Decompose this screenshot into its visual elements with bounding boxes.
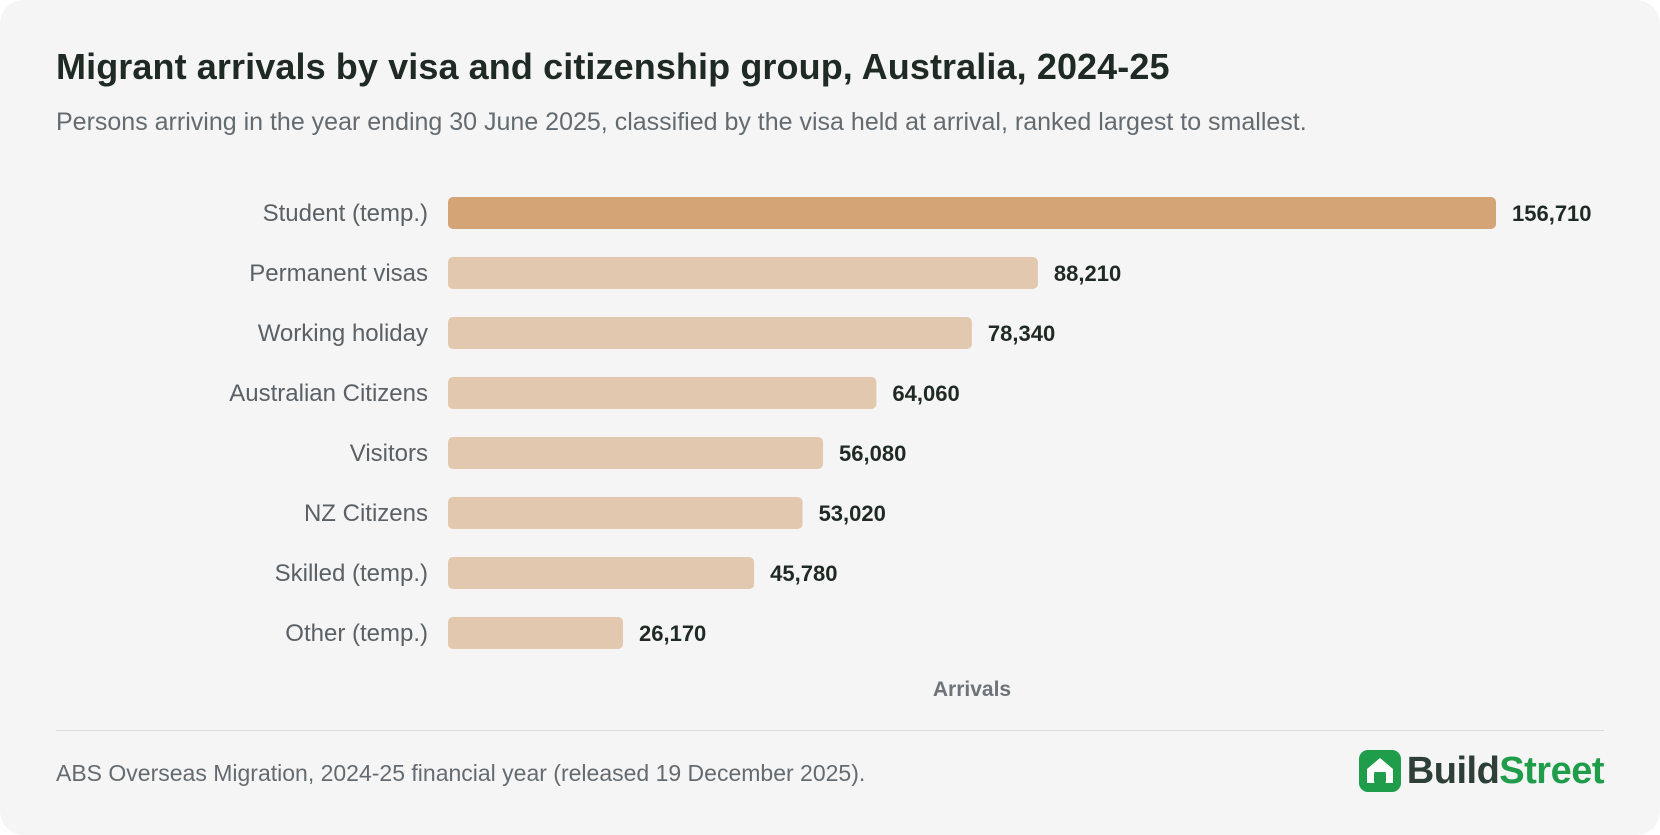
category-label: Working holiday xyxy=(258,320,428,347)
category-label: Permanent visas xyxy=(249,260,428,287)
bar xyxy=(448,437,824,469)
value-label: 45,780 xyxy=(770,561,837,586)
logo-text-street: Street xyxy=(1499,750,1604,792)
chart-subtitle: Persons arriving in the year ending 30 J… xyxy=(56,108,1307,136)
logo-text-build: Build xyxy=(1406,750,1500,792)
value-label: 156,710 xyxy=(1512,201,1592,226)
bar-chart: Student (temp.) 156,710 Permanent visas 88,… xyxy=(229,197,1592,701)
bar xyxy=(448,257,1038,289)
category-label: Student (temp.) xyxy=(263,200,428,227)
category-label: Skilled (temp.) xyxy=(275,560,428,587)
value-label: 64,060 xyxy=(892,381,959,406)
x-axis-label: Arrivals xyxy=(933,678,1011,701)
value-label: 88,210 xyxy=(1054,261,1121,286)
chart-title: Migrant arrivals by visa and citizenship… xyxy=(56,46,1170,87)
house-icon xyxy=(1358,750,1401,792)
category-label: NZ Citizens xyxy=(304,500,428,527)
buildstreet-logo: BuildStreet xyxy=(1358,750,1604,792)
footer-divider xyxy=(56,730,1604,731)
value-label: 78,340 xyxy=(988,321,1055,346)
bar xyxy=(448,557,755,589)
bar xyxy=(448,377,877,409)
bar xyxy=(448,497,803,529)
category-label: Australian Citizens xyxy=(229,380,428,407)
bar xyxy=(448,197,1496,229)
value-label: 26,170 xyxy=(639,621,706,646)
category-label: Visitors xyxy=(350,440,428,467)
bar xyxy=(448,617,624,649)
source-note: ABS Overseas Migration, 2024-25 financia… xyxy=(56,760,866,786)
category-label: Other (temp.) xyxy=(285,620,428,647)
bar xyxy=(448,317,972,349)
value-label: 56,080 xyxy=(839,441,906,466)
value-label: 53,020 xyxy=(819,501,886,526)
